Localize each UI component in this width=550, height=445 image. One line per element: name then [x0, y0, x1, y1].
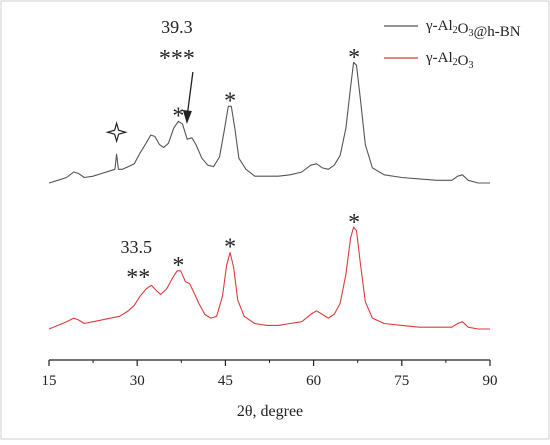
legend-label: γ-Al2O3@h-BN — [425, 18, 521, 40]
peak-value-label: 33.5 — [121, 237, 153, 257]
series-line-al2o3-hbn — [48, 61, 490, 184]
x-tick-label: 45 — [218, 373, 233, 389]
series-layer — [48, 61, 490, 330]
peak-value-label: 39.3 — [161, 17, 193, 37]
annotation-arrow-line — [186, 71, 194, 119]
peak-marker: * — [172, 253, 184, 279]
legend-label: γ-Al2O3 — [425, 50, 473, 71]
x-tick-label: 30 — [130, 373, 145, 389]
x-axis-label: 2θ, degree — [237, 403, 303, 420]
annotation-arrow-head — [182, 110, 192, 124]
x-ticks: 15 30 45 60 75 90 — [42, 360, 498, 389]
peak-marker: * — [224, 88, 236, 114]
peak-marker: * — [224, 235, 236, 261]
peak-marker-multi: *** — [159, 46, 195, 72]
h-bn-peak-symbol — [105, 121, 128, 144]
annotation-layer: 39.3******33.5** *** — [105, 17, 360, 291]
peak-marker: * — [348, 210, 360, 236]
x-tick-label: 15 — [42, 373, 57, 389]
peak-marker: * — [172, 103, 184, 129]
peak-marker-multi: ** — [126, 265, 150, 291]
x-tick-label: 75 — [394, 373, 409, 389]
series-line-al2o3 — [48, 226, 490, 330]
x-tick-label: 90 — [483, 373, 498, 389]
x-tick-label: 60 — [306, 373, 321, 389]
peak-marker: * — [348, 45, 360, 71]
legend: γ-Al2O3@h-BN γ-Al2O3 — [384, 18, 521, 71]
